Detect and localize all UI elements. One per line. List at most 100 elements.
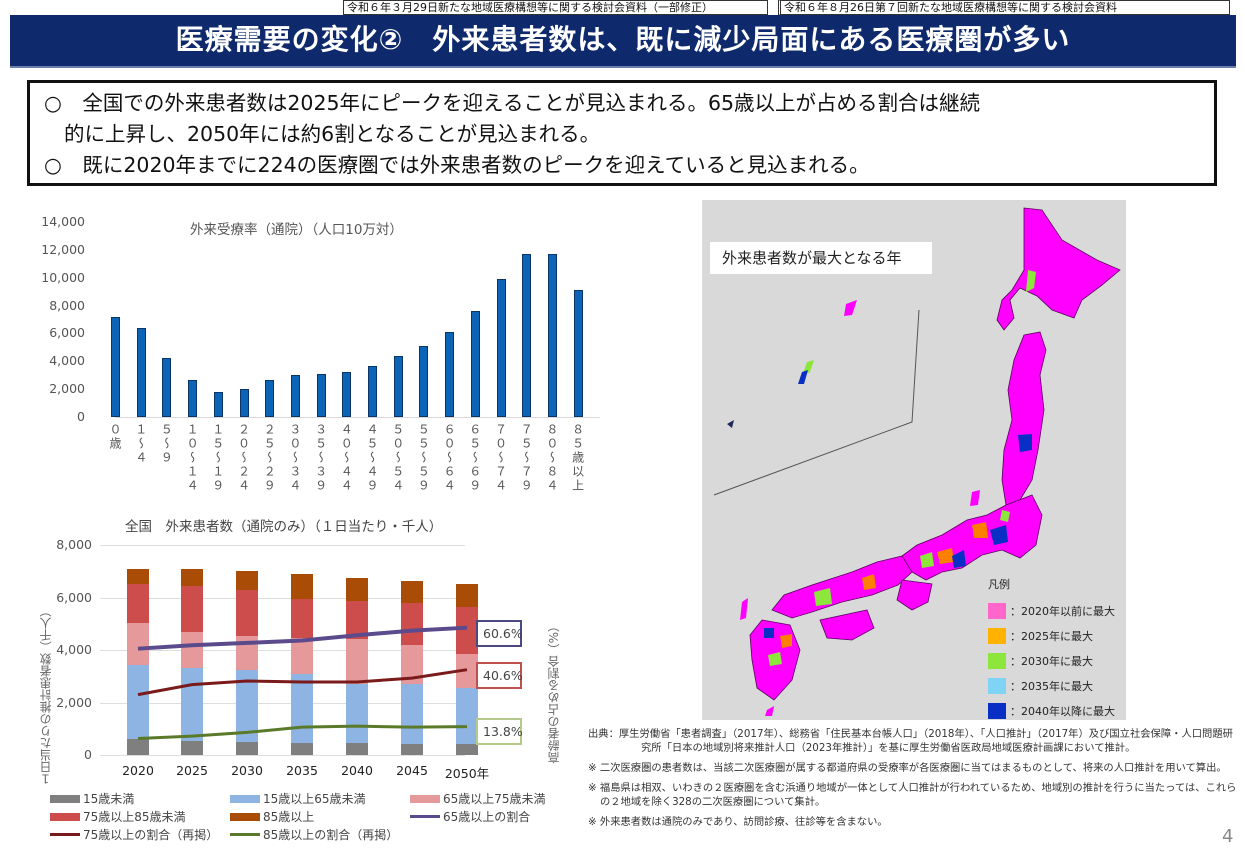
x-tick-label: １０～１４ (185, 423, 200, 493)
bar-segment (291, 742, 313, 755)
x-tick-label: １５～１９ (210, 423, 225, 493)
note-2: ※ 福島県は相双、いわきの２医療圏を含む浜通り地域が一体として人口推計が行われて… (588, 782, 1237, 808)
map-legend-label: ：2025年に最大 (1010, 629, 1093, 643)
y-tick-label: 2,000 (49, 381, 85, 397)
bar (342, 371, 352, 417)
x-axis-line (115, 417, 600, 418)
stacked-bar (181, 569, 203, 755)
bar (136, 328, 146, 417)
x-tick-label: ４０～４４ (339, 423, 354, 493)
japan-map-shapes (713, 207, 1121, 716)
bar (265, 380, 275, 417)
bar-segment (291, 637, 313, 674)
legend-item: 15歳以上65歳未満 (230, 790, 366, 807)
bar-segment (456, 584, 478, 608)
bar (290, 375, 300, 417)
bar (393, 356, 403, 417)
page-title: 医療需要の変化② 外来患者数は、既に減少局面にある医療圏が多い (10, 15, 1236, 68)
summary-line-1: ○ 全国での外来患者数は2025年にピークを迎えることが見込まれる。65歳以上が… (44, 91, 981, 115)
legend-item: 65歳以上75歳未満 (410, 790, 546, 807)
stacked-bar (127, 569, 149, 755)
ratio-end-label: 13.8% (476, 718, 523, 745)
legend-swatch-icon (230, 812, 260, 821)
outpatient-rate-bar-chart: 外来受療率（通院）（人口10万対） 14,000 12,000 10,000 8,00… (30, 210, 610, 510)
y-tick-label: 6,000 (49, 325, 85, 341)
gridline (100, 702, 465, 704)
bar-segment (456, 743, 478, 755)
bar-segment (181, 740, 203, 755)
bar-segment (291, 673, 313, 743)
legend-item: 15歳未満 (50, 790, 134, 807)
map-legend-swatch-icon (988, 627, 1006, 644)
map-legend-swatch-icon (988, 602, 1006, 619)
ratio-end-label: 40.6% (476, 662, 523, 689)
legend-swatch-icon (230, 794, 260, 803)
bar (111, 317, 120, 417)
bar-segment (127, 622, 149, 666)
summary-line-3: ○ 既に2020年までに224の医療圏では外来患者数のピークを迎えていると見込ま… (44, 153, 870, 177)
bar (445, 331, 455, 417)
stacked-bar (291, 574, 313, 755)
bar (239, 389, 249, 417)
bar-segment (346, 638, 368, 684)
bar-segment (346, 683, 368, 744)
gridline (100, 650, 465, 651)
bar-segment (127, 739, 149, 755)
bar (316, 373, 326, 417)
y-tick-label: 4,000 (56, 642, 92, 657)
bar (496, 278, 506, 417)
ratio-end-label: 60.6% (476, 620, 523, 647)
bar (573, 289, 583, 417)
legend-item: 75歳以上の割合（再掲） (50, 826, 218, 843)
bar-segment (181, 585, 203, 632)
ratio-lines (137, 625, 468, 740)
bar-segment (456, 687, 478, 744)
legend-label: 85歳以上 (263, 810, 315, 824)
bar-segment (401, 603, 423, 645)
summary-line-2: 的に上昇し、2050年には約6割となることが見込まれる。 (64, 122, 601, 146)
bar (162, 357, 172, 417)
map-legend-label: ：2030年に最大 (1010, 654, 1093, 668)
bar-segment (236, 590, 258, 636)
bar (547, 253, 557, 417)
x-tick-label: ６５～６９ (467, 423, 482, 493)
x-tick-label: 2050年 (444, 766, 490, 781)
bar (522, 253, 532, 417)
source-tag-august: 令和６年８月26日第７回新たな地域医療構想等に関する検討会資料 (778, 0, 1230, 15)
x-tick-label: ２５～２９ (262, 423, 277, 493)
map-legend: 凡例 ：2020年以前に最大 ：2025年に最大 ：2030年に最大 ：2035年に最… (988, 576, 1115, 720)
bar-segment (236, 670, 258, 743)
legend-label: 65歳以上75歳未満 (443, 792, 546, 806)
legend-label: 75歳以上の割合（再掲） (83, 828, 219, 842)
x-tick-label: ５０～５４ (390, 423, 405, 493)
legend-line-icon (410, 815, 440, 818)
x-tick-label: １～４ (133, 423, 148, 465)
map-legend-item: ：2035年に最大 (988, 673, 1115, 698)
map-legend-title: 凡例 (988, 578, 1010, 591)
legend-item: 65歳以上の割合 (410, 808, 530, 825)
summary-box: ○ 全国での外来患者数は2025年にピークを迎えることが見込まれる。65歳以上が… (27, 80, 1217, 186)
stacked-bar (236, 570, 258, 755)
bar-segment (401, 743, 423, 755)
bar-segment (291, 574, 313, 599)
note-1: ※ 二次医療圏の患者数は、当該二次医療圏が属する都道府県の受療率が各医療圏に当て… (588, 762, 1227, 774)
bar-segment (401, 645, 423, 684)
source-tag-march: 令和６年３月29日新たな地域医療構想等に関する検討会資料（一部修正） (343, 0, 768, 15)
map-legend-label: ：2020年以前に最大 (1010, 604, 1115, 618)
x-tick-label: ７０～７４ (493, 423, 508, 493)
map-legend-swatch-icon (988, 677, 1006, 694)
y-tick-label: 8,000 (49, 297, 85, 313)
bar-segment (291, 598, 313, 638)
x-tick-label: ５５～５９ (416, 423, 431, 493)
gridline (100, 755, 465, 756)
x-tick-label: 2025 (176, 763, 208, 778)
stacked-bar (456, 584, 478, 755)
source-note: 出典：厚生労働省「患者調査」（2017年）、総務省「住民基本台帳人口」（2018… (588, 728, 1233, 754)
x-tick-label: ８０～８４ (544, 423, 559, 493)
legend-swatch-icon (50, 812, 80, 821)
gridline (100, 597, 465, 599)
bar-segment (127, 584, 149, 623)
legend-item: 85歳以上 (230, 808, 314, 825)
map-legend-swatch-icon (988, 652, 1006, 669)
x-tick-label: ８５歳以上 (570, 423, 585, 493)
